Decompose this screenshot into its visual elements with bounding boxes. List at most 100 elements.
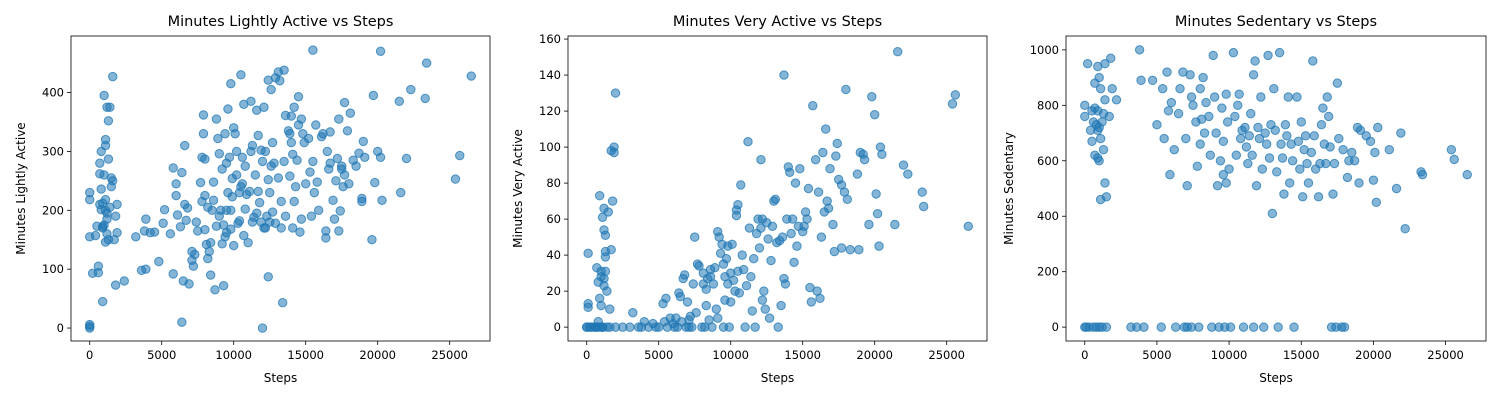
- scatter-point: [329, 214, 340, 224]
- scatter-point: [1169, 144, 1179, 155]
- scatter-point: [687, 322, 697, 332]
- scatter-point: [1325, 142, 1335, 152]
- scatter-point: [1289, 322, 1299, 332]
- scatter-point: [1195, 83, 1205, 94]
- scatter-point: [1147, 75, 1158, 86]
- data-points: [582, 46, 973, 332]
- scatter-point: [1173, 108, 1184, 119]
- scatter-point: [358, 136, 368, 147]
- x-tick-label: 20000: [359, 348, 396, 362]
- scatter-point: [159, 204, 170, 215]
- scatter-point: [205, 237, 216, 248]
- scatter-point: [293, 91, 304, 102]
- x-tick-label: 10000: [712, 348, 749, 362]
- scatter-point: [1446, 144, 1457, 155]
- scatter-point: [767, 221, 778, 232]
- scatter-point: [220, 129, 230, 139]
- scatter-point: [1371, 197, 1382, 208]
- scatter-point: [1313, 192, 1324, 202]
- scatter-point: [1267, 208, 1278, 219]
- scatter-point: [1261, 139, 1272, 149]
- scatter-point: [816, 232, 827, 242]
- scatter-point: [375, 46, 386, 57]
- scatter-point: [303, 133, 314, 144]
- scatter-point: [1259, 322, 1269, 332]
- scatter-point: [707, 322, 717, 332]
- scatter-point: [351, 161, 361, 171]
- scatter-point: [1233, 100, 1243, 111]
- scatter-point: [790, 178, 801, 188]
- scatter-point: [177, 317, 187, 327]
- scatter-point: [701, 284, 711, 295]
- scatter-point: [236, 70, 246, 80]
- scatter-point: [777, 232, 788, 242]
- scatter-point: [1152, 120, 1162, 130]
- scatter-point: [815, 293, 825, 304]
- scatter-point: [1163, 106, 1174, 116]
- scatter-point: [1222, 117, 1233, 127]
- scatter-point: [733, 200, 743, 210]
- scatter-point: [757, 295, 768, 305]
- scatter-point: [311, 120, 321, 130]
- y-axis-ticks: 0 20 40 60 80 100 120 140 160: [539, 32, 568, 334]
- scatter-point: [188, 261, 199, 271]
- scatter-point: [832, 138, 842, 149]
- scatter-point: [177, 167, 187, 178]
- scatter-point: [1247, 150, 1257, 160]
- scatter-point: [1285, 178, 1295, 188]
- scatter-point: [208, 177, 219, 187]
- scatter-point: [602, 286, 612, 296]
- scatter-point: [321, 233, 331, 243]
- scatter-point: [96, 184, 106, 194]
- scatter-point: [1095, 83, 1106, 94]
- scatter-point: [253, 186, 263, 197]
- scatter-point: [210, 285, 220, 295]
- scatter-point: [168, 269, 178, 279]
- y-tick-label: 1000: [1030, 43, 1059, 57]
- scatter-point: [713, 313, 723, 323]
- scatter-point: [273, 173, 284, 183]
- scatter-point: [806, 297, 817, 307]
- plot-frame: [567, 35, 988, 342]
- scatter-point: [1194, 322, 1204, 332]
- scatter-point: [1100, 95, 1110, 105]
- scatter-point: [1218, 169, 1229, 180]
- scatter-point: [110, 280, 121, 290]
- scatter-point: [105, 102, 115, 112]
- scatter-point: [759, 286, 769, 296]
- scatter-point: [279, 156, 289, 167]
- subplot-lightly-active: Minutes Lightly Active vs Steps 0 100 200 3…: [14, 14, 491, 385]
- scatter-point: [1156, 322, 1166, 332]
- scatter-point: [813, 187, 824, 197]
- x-tick-label: 15000: [287, 348, 324, 362]
- scatter-point: [808, 100, 818, 111]
- x-axis-label: Steps: [264, 371, 298, 385]
- scatter-point: [172, 210, 183, 220]
- scatter-point: [1277, 153, 1288, 163]
- scatter-point: [1134, 45, 1145, 55]
- scatter-point: [285, 129, 295, 139]
- plot-frame: [1065, 35, 1487, 342]
- scatter-point: [746, 272, 756, 282]
- scatter-point: [300, 179, 311, 189]
- scatter-point: [583, 299, 593, 309]
- scatter-point: [421, 58, 432, 68]
- scatter-point: [1256, 92, 1266, 102]
- scatter-point: [1159, 133, 1169, 144]
- scatter-point: [766, 255, 776, 266]
- scatter-point: [200, 225, 210, 235]
- scatter-point: [230, 129, 240, 139]
- scatter-point: [214, 149, 225, 159]
- subplot-very-active: Minutes Very Active vs Steps 0 20 40 60 80 10…: [511, 14, 988, 385]
- scatter-point: [455, 150, 465, 161]
- scatter-point: [756, 223, 766, 233]
- scatter-point: [296, 214, 307, 224]
- scatter-point: [1368, 175, 1379, 185]
- scatter-point: [360, 152, 370, 162]
- scatter-point: [871, 189, 881, 199]
- scatter-point: [1100, 59, 1110, 69]
- scatter-point: [1139, 322, 1149, 332]
- scatter-point: [1248, 322, 1259, 332]
- scatter-point: [1400, 224, 1410, 234]
- scatter-point: [1097, 117, 1107, 127]
